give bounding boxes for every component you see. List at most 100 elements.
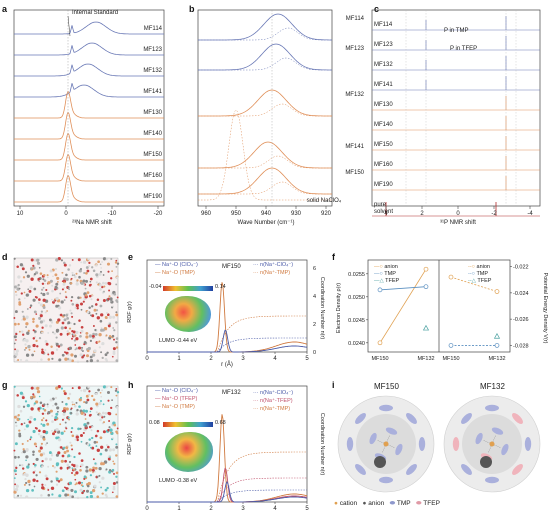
- atom: [13, 265, 16, 267]
- atom: [85, 394, 89, 398]
- atom: [99, 270, 103, 273]
- atom: [109, 300, 112, 303]
- atom: [67, 397, 70, 400]
- atom: [70, 295, 74, 299]
- a-sample-MF160: MF160: [143, 173, 162, 179]
- cn-line: [147, 315, 307, 353]
- b-curve-MF141: [198, 141, 332, 169]
- atom: [37, 433, 41, 436]
- atom: [14, 483, 17, 486]
- i132-shell: [491, 427, 504, 435]
- atom: [14, 487, 19, 492]
- atom: [82, 388, 87, 393]
- atom: [57, 306, 62, 310]
- rdf-line: [147, 481, 308, 503]
- atom: [60, 459, 64, 463]
- panel-i: i MF150 MF132 ● cation ● anion ⬬ TMP ⬬ T…: [332, 378, 551, 512]
- atom: [71, 302, 75, 306]
- atom: [27, 479, 31, 484]
- i132-solvent: [485, 476, 499, 484]
- atom: [99, 288, 102, 291]
- atom: [39, 272, 43, 275]
- atom: [14, 352, 19, 356]
- atom: [27, 329, 30, 332]
- atom: [29, 415, 33, 420]
- atom: [98, 272, 102, 276]
- atom: [38, 336, 42, 340]
- atom: [55, 463, 59, 467]
- panel-a: a MF114 MF123 MF132 MF141 MF130 MF140 MF150 MF1…: [0, 0, 185, 240]
- atom: [95, 303, 98, 306]
- atom: [107, 313, 110, 316]
- i150-shell: [395, 443, 403, 456]
- c-curves: MF114 MF123 MF132 MF141 MF130 MF140 MF150 MF160…: [372, 10, 540, 217]
- atom: [49, 269, 53, 273]
- atom: [27, 344, 31, 349]
- atom: [25, 293, 29, 297]
- atom: [108, 469, 112, 472]
- ann-tfep: P in TFEP: [450, 46, 477, 52]
- atom: [101, 343, 104, 346]
- atom: [55, 412, 59, 416]
- atom: [59, 466, 63, 470]
- panel-label-a: a: [2, 4, 8, 14]
- atom: [80, 329, 84, 333]
- cn-line: [147, 451, 307, 503]
- atom: [71, 271, 74, 274]
- atom: [44, 457, 48, 461]
- atom: [49, 409, 53, 413]
- b-fit-MF123: [198, 57, 332, 71]
- atom: [101, 285, 104, 289]
- atom: [23, 338, 27, 342]
- a-curve-MF160: [14, 153, 164, 182]
- atom: [98, 283, 102, 287]
- atom: [68, 494, 72, 498]
- atom: [44, 412, 46, 415]
- i150-bond: [385, 434, 390, 445]
- i150-solvent: [406, 464, 417, 475]
- atom: [38, 449, 42, 453]
- atom: [68, 460, 72, 464]
- atom: [50, 480, 53, 483]
- atom: [32, 393, 35, 396]
- atom: [66, 334, 69, 336]
- atom: [91, 468, 95, 472]
- scale-max-h: 0.68: [215, 420, 226, 426]
- rdf-tick-label: 2: [209, 506, 213, 512]
- atom: [101, 389, 104, 392]
- h-legend-5: ··· n(Na⁺-TFEP): [253, 398, 293, 404]
- atom: [108, 426, 111, 429]
- atom: [73, 404, 77, 408]
- atom: [32, 317, 35, 321]
- atom: [51, 430, 53, 432]
- atom: [75, 272, 78, 275]
- atom: [74, 490, 77, 494]
- atom: [13, 469, 17, 473]
- atom: [77, 386, 81, 390]
- atom: [102, 274, 105, 276]
- atom: [23, 348, 26, 351]
- atom: [101, 462, 105, 466]
- atom: [63, 390, 66, 393]
- rdf-plot-mf132: 0 1 2 3 4 5 RDF g(r) Coordination Number n(r): [127, 385, 325, 512]
- atom: [80, 349, 83, 352]
- atom: [71, 495, 74, 499]
- atom: [106, 351, 109, 354]
- atom: [15, 473, 17, 476]
- atom: [108, 282, 112, 286]
- atom: [63, 446, 66, 449]
- atom: [68, 264, 72, 267]
- atom: [17, 455, 20, 459]
- atom: [32, 462, 35, 465]
- atom: [95, 434, 98, 438]
- rdf-tick-label: 4: [273, 506, 277, 512]
- atom: [13, 455, 17, 459]
- atom: [25, 346, 28, 350]
- atom: [112, 305, 114, 308]
- atom: [87, 385, 91, 389]
- a-tick-label: -20: [154, 211, 163, 217]
- atom: [89, 474, 93, 477]
- atom: [28, 420, 32, 424]
- atom: [70, 407, 73, 410]
- atom: [95, 411, 98, 414]
